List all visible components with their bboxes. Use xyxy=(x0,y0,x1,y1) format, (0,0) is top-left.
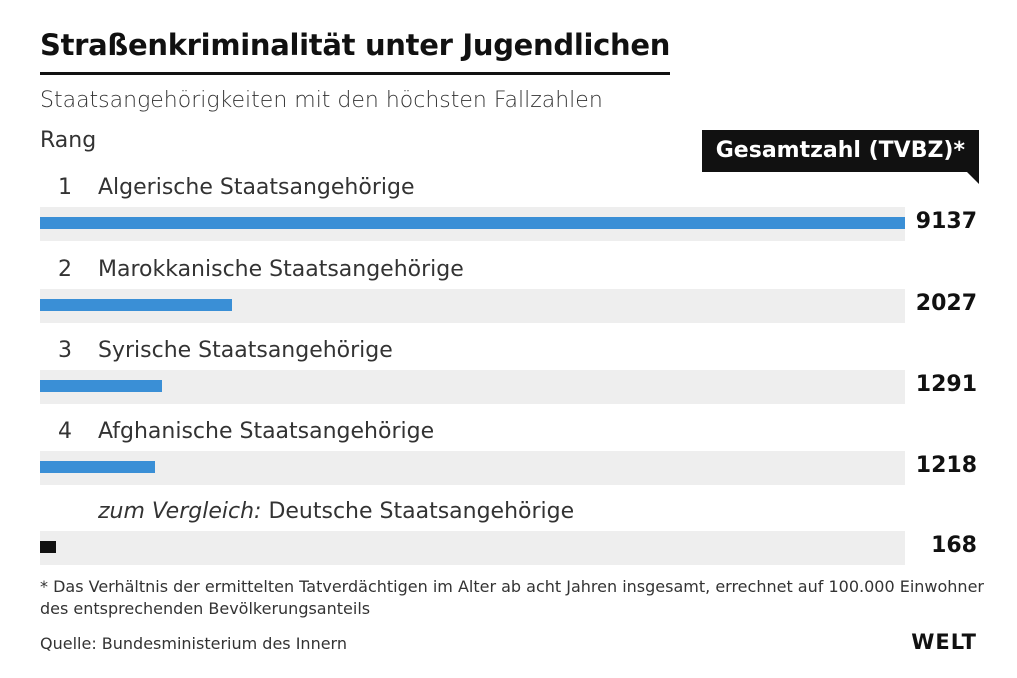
value-header-pointer xyxy=(967,172,979,184)
bar-track xyxy=(40,289,905,323)
bar-value-label: 1218 xyxy=(915,453,977,478)
bar-label: Afghanische Staatsangehörige xyxy=(98,419,435,444)
bar-track xyxy=(40,451,905,485)
rank-column-header: Rang xyxy=(40,128,97,153)
bar-track xyxy=(40,370,905,404)
bar-row: 3 Syrische Staatsangehörige 1291 xyxy=(0,338,1017,418)
bar xyxy=(40,380,163,392)
chart-title: Straßenkriminalität unter Jugendlichen xyxy=(40,28,671,62)
comparison-name: Deutsche Staatsangehörige xyxy=(268,499,575,524)
bar-row: 1 Algerische Staatsangehörige 9137 xyxy=(0,175,1017,255)
bar-rank: 2 xyxy=(58,257,72,282)
bar-value-label: 168 xyxy=(931,533,977,558)
comparison-bar-row: zum Vergleich: Deutsche Staatsangehörige… xyxy=(0,499,1017,579)
bar-row: 4 Afghanische Staatsangehörige 1218 xyxy=(0,419,1017,499)
bar xyxy=(40,217,905,229)
bar-track xyxy=(40,531,905,565)
bar-label: Marokkanische Staatsangehörige xyxy=(98,257,464,282)
chart-subtitle: Staatsangehörigkeiten mit den höchsten F… xyxy=(40,88,603,113)
bar-rank: 1 xyxy=(58,175,72,200)
bar-rank: 4 xyxy=(58,419,72,444)
bar xyxy=(40,299,232,311)
bar-track xyxy=(40,207,905,241)
bar-value-label: 2027 xyxy=(915,291,977,316)
bar xyxy=(40,541,56,553)
value-column-header: Gesamtzahl (TVBZ)* xyxy=(701,130,979,172)
bar-value-label: 1291 xyxy=(915,372,977,397)
comparison-prefix: zum Vergleich: xyxy=(98,499,262,524)
bar-label: zum Vergleich: Deutsche Staatsangehörige xyxy=(98,499,574,524)
bar-label: Algerische Staatsangehörige xyxy=(98,175,415,200)
source-note: Quelle: Bundesministerium des Innern xyxy=(40,634,347,653)
publisher-logo: WELT xyxy=(911,630,977,654)
bar-row: 2 Marokkanische Staatsangehörige 2027 xyxy=(0,257,1017,337)
bar xyxy=(40,461,156,473)
footnote: * Das Verhältnis der ermittelten Tatverd… xyxy=(40,577,984,618)
bar-label: Syrische Staatsangehörige xyxy=(98,338,393,363)
bar-value-label: 9137 xyxy=(915,209,977,234)
title-underline xyxy=(40,72,670,75)
bar-rank: 3 xyxy=(58,338,72,363)
